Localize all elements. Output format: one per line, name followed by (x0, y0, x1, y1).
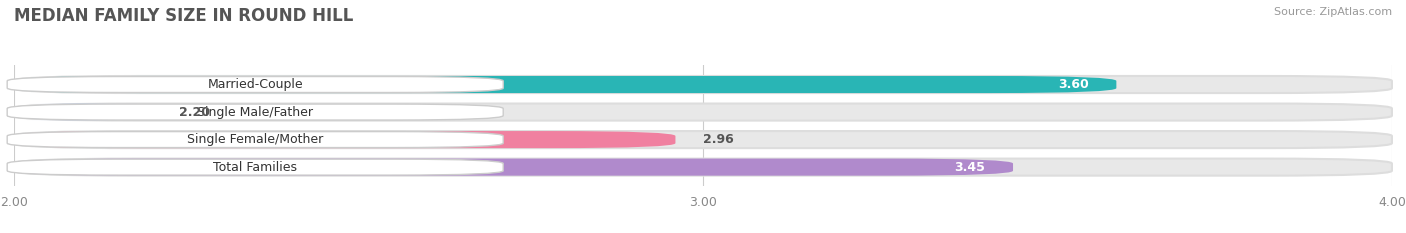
FancyBboxPatch shape (14, 131, 1392, 148)
Text: 3.45: 3.45 (955, 161, 986, 174)
FancyBboxPatch shape (14, 159, 1014, 176)
FancyBboxPatch shape (7, 132, 503, 147)
Text: Married-Couple: Married-Couple (207, 78, 304, 91)
Text: Single Male/Father: Single Male/Father (197, 106, 314, 119)
FancyBboxPatch shape (7, 159, 503, 175)
Text: Source: ZipAtlas.com: Source: ZipAtlas.com (1274, 7, 1392, 17)
Text: 2.20: 2.20 (180, 106, 211, 119)
Text: MEDIAN FAMILY SIZE IN ROUND HILL: MEDIAN FAMILY SIZE IN ROUND HILL (14, 7, 353, 25)
FancyBboxPatch shape (14, 103, 152, 121)
Text: 2.96: 2.96 (703, 133, 734, 146)
FancyBboxPatch shape (14, 159, 1392, 176)
FancyBboxPatch shape (14, 131, 675, 148)
FancyBboxPatch shape (7, 104, 503, 120)
Text: Total Families: Total Families (214, 161, 297, 174)
FancyBboxPatch shape (14, 103, 1392, 121)
Text: 3.60: 3.60 (1059, 78, 1088, 91)
FancyBboxPatch shape (14, 76, 1116, 93)
Text: Single Female/Mother: Single Female/Mother (187, 133, 323, 146)
FancyBboxPatch shape (14, 76, 1392, 93)
FancyBboxPatch shape (7, 76, 503, 93)
